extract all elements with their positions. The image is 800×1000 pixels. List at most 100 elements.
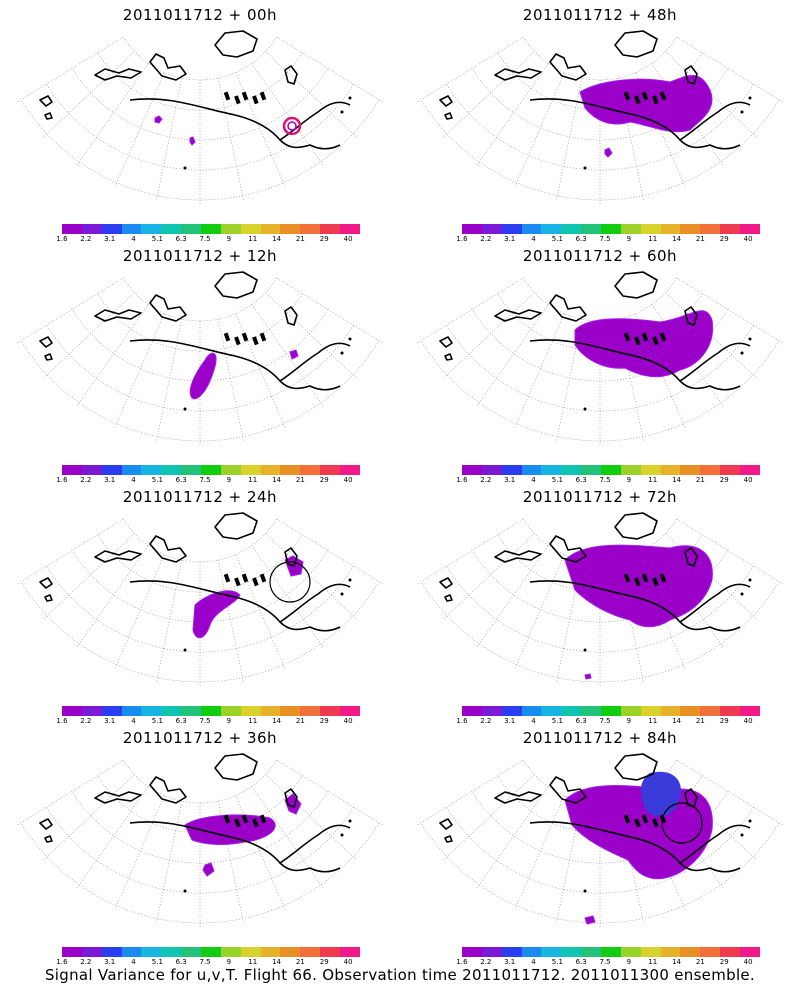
- coastline: [94, 68, 142, 81]
- colorbar-labels: 1.6 2.2 3.1 4 5.1 6.3 7.5 9 11 14 21 29 40: [52, 235, 370, 245]
- figure-caption: Signal Variance for u,v,T. Flight 66. Ob…: [44, 966, 756, 984]
- colorbar: [462, 465, 760, 475]
- island-dot: [340, 110, 344, 114]
- latitude-gridline: [420, 99, 780, 201]
- island-dot: [748, 96, 752, 100]
- map-panel-24h: 2011011712 + 24h 1.6 2.2 3.1 4 5.1 6.3 7.5 9 11 1…: [0, 482, 400, 725]
- colorbar-swatch: [501, 465, 522, 475]
- map-plot: [16, 753, 384, 928]
- colorbar-swatch: [660, 706, 681, 716]
- coastline: [214, 30, 258, 58]
- coastline: [529, 580, 751, 623]
- coastline: [529, 339, 751, 382]
- longitude-gridline: [443, 292, 535, 379]
- colorbar-swatch: [161, 947, 182, 957]
- map-content: [16, 271, 384, 446]
- colorbar-swatch: [541, 947, 562, 957]
- latitude-gridline: [420, 581, 780, 683]
- colorbar-swatch: [280, 947, 301, 957]
- colorbar-tick-label: 7.5: [199, 476, 211, 484]
- colorbar-swatch: [521, 465, 542, 475]
- coastline: [149, 294, 187, 322]
- longitude-gridline: [443, 774, 535, 861]
- island-dot: [740, 351, 744, 355]
- colorbar-tick-label: 29: [319, 235, 329, 243]
- colorbar-tick-label: 40: [343, 235, 353, 243]
- colorbar-tick-label: 1.6: [456, 235, 468, 243]
- map-content: [416, 30, 784, 205]
- colorbar-tick-label: 6.3: [175, 717, 187, 725]
- island-marker: [241, 573, 249, 583]
- longitude-gridline: [156, 319, 183, 442]
- colorbar-swatch: [561, 224, 582, 234]
- coastline: [549, 535, 587, 563]
- island-marker: [623, 573, 631, 583]
- colorbar-swatch: [521, 706, 542, 716]
- coastline: [279, 139, 341, 150]
- colorbar-tick-label: 1.6: [56, 235, 68, 243]
- colorbar-tick-label: 6.3: [575, 958, 587, 966]
- colorbar-swatch: [161, 224, 182, 234]
- colorbar-tick-label: 1.6: [56, 476, 68, 484]
- colorbar-tick-label: 1.6: [456, 476, 468, 484]
- colorbar-labels: 1.6 2.2 3.1 4 5.1 6.3 7.5 9 11 14 21 29 40: [452, 235, 770, 245]
- colorbar-swatch: [740, 465, 760, 475]
- colorbar-tick-label: 7.5: [599, 958, 611, 966]
- map-content: [416, 512, 784, 687]
- colorbar-swatch: [181, 947, 202, 957]
- colorbar-tick-label: 4: [131, 717, 136, 725]
- colorbar-tick-label: 5.1: [551, 476, 563, 484]
- coastline: [684, 547, 698, 567]
- colorbar-swatch: [501, 224, 522, 234]
- map-panel-36h: 2011011712 + 36h 1.6 2.2 3.1 4 5.1 6.3 7.5 9 11 1…: [0, 723, 400, 966]
- colorbar-swatch: [620, 224, 641, 234]
- colorbar-tick-label: 14: [672, 235, 682, 243]
- colorbar-tick-label: 5.1: [151, 717, 163, 725]
- latitude-gridline: [420, 340, 780, 442]
- colorbar-swatch: [220, 947, 241, 957]
- colorbar-swatch: [141, 947, 162, 957]
- colorbar-tick-label: 40: [743, 235, 753, 243]
- colorbar-tick-label: 14: [672, 958, 682, 966]
- colorbar-swatch: [62, 947, 82, 957]
- colorbar-tick-label: 2.2: [80, 717, 92, 725]
- colorbar-swatch: [640, 465, 661, 475]
- latitude-gridline: [123, 759, 277, 804]
- colorbar-swatch: [181, 224, 202, 234]
- colorbar-swatch: [462, 465, 482, 475]
- colorbar-swatch: [340, 224, 360, 234]
- island-dot: [183, 166, 187, 170]
- island-dot: [348, 337, 352, 341]
- colorbar-swatch: [601, 224, 621, 234]
- colorbar-tick-label: 5.1: [551, 235, 563, 243]
- colorbar-tick-label: 4: [131, 476, 136, 484]
- colorbar-tick-label: 3.1: [104, 476, 116, 484]
- colorbar-swatch: [561, 706, 582, 716]
- signal-variance-area: [604, 147, 613, 158]
- colorbar-swatch: [320, 947, 341, 957]
- colorbar-tick-label: 6.3: [175, 235, 187, 243]
- coastline: [439, 95, 453, 120]
- colorbar-tick-label: 40: [343, 958, 353, 966]
- map-plot: [16, 512, 384, 687]
- colorbar-swatch: [501, 947, 522, 957]
- colorbar-swatch: [680, 947, 701, 957]
- island-marker: [659, 573, 667, 583]
- colorbar-tick-label: 11: [248, 717, 258, 725]
- colorbar-tick-label: 40: [743, 717, 753, 725]
- longitude-gridline: [217, 560, 244, 683]
- colorbar-tick-label: 7.5: [599, 476, 611, 484]
- latitude-gridline: [20, 340, 380, 442]
- island-marker: [652, 336, 659, 346]
- colorbar-swatch: [521, 224, 542, 234]
- longitude-gridline: [235, 554, 286, 670]
- colorbar-tick-label: 9: [626, 235, 632, 243]
- island-dot: [583, 407, 587, 411]
- colorbar-tick-label: 9: [626, 958, 632, 966]
- colorbar-swatch: [300, 947, 321, 957]
- map-plot: [416, 753, 784, 928]
- colorbar-tick-label: 21: [295, 958, 305, 966]
- coastline: [214, 271, 258, 299]
- colorbar-swatch: [81, 706, 102, 716]
- colorbar: [62, 465, 360, 475]
